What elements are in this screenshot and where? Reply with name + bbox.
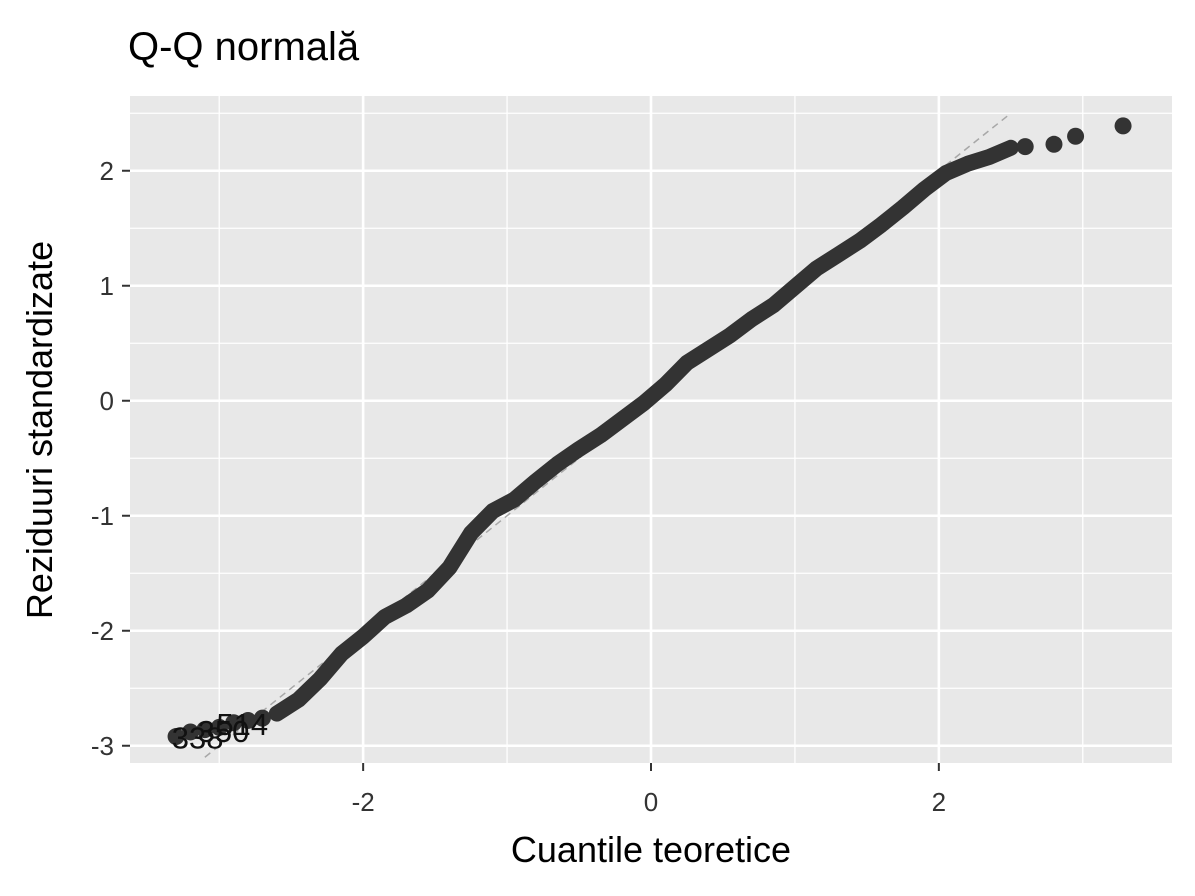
data-point [1114, 117, 1132, 135]
data-point [210, 718, 228, 736]
x-tick-label: 2 [932, 787, 946, 817]
data-point [1045, 135, 1063, 153]
x-axis-ticks: -2 0 2 [352, 763, 946, 817]
data-curve-group [268, 139, 1019, 722]
data-point [253, 709, 271, 727]
y-tick-label: -1 [91, 501, 114, 531]
y-tick-label: -2 [91, 616, 114, 646]
y-axis-title: Reziduuri standardizate [19, 241, 60, 619]
data-point [196, 721, 214, 739]
x-axis-title: Cuantile teoretice [511, 829, 791, 870]
y-tick-label: 2 [100, 156, 114, 186]
data-points-group [167, 117, 1132, 746]
point-label: 350 [198, 714, 250, 749]
y-tick-label: 1 [100, 271, 114, 301]
y-axis-ticks: -3 -2 -1 0 1 2 [91, 156, 130, 761]
x-tick-label: -2 [352, 787, 375, 817]
data-point [167, 728, 185, 746]
chart-title: Q-Q normală [128, 25, 360, 69]
grid-lines [130, 96, 1172, 763]
data-curve [268, 139, 1019, 722]
data-point [181, 723, 199, 741]
y-tick-label: 0 [100, 386, 114, 416]
data-point [239, 711, 257, 729]
x-tick-label: 0 [644, 787, 658, 817]
point-label: 514 [216, 707, 268, 742]
data-point [1067, 127, 1085, 145]
data-point [1016, 138, 1034, 156]
point-label: 338 [172, 721, 224, 756]
y-tick-label: -3 [91, 731, 114, 761]
data-point [225, 714, 243, 732]
